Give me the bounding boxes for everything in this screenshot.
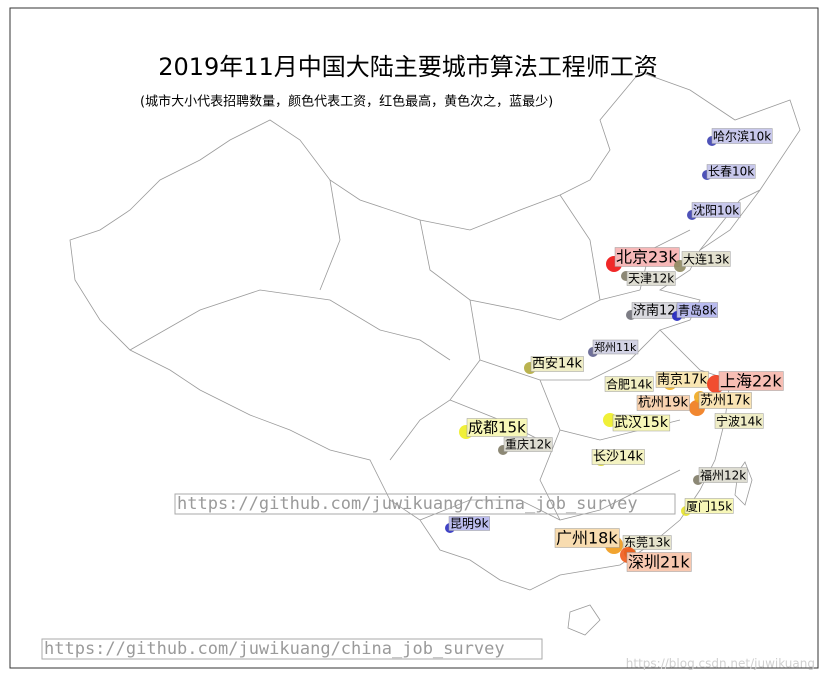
city-label-group: 西安14k bbox=[530, 356, 584, 372]
city-label: 大连13k bbox=[683, 252, 729, 267]
city-label: 天津12k bbox=[628, 272, 674, 286]
city-label-group: 厦门15k bbox=[684, 498, 734, 514]
city-label-group: 上海22k bbox=[718, 371, 784, 391]
city-label-bg bbox=[591, 449, 645, 465]
footer-link: https://github.com/juwikuang/china_job_s… bbox=[44, 639, 505, 659]
city-label: 哈尔滨10k bbox=[713, 129, 771, 144]
city-label-group: 长沙14k bbox=[591, 449, 645, 465]
city-label-group: 南京17k bbox=[655, 371, 709, 388]
city-label-group: 苏州17k bbox=[698, 392, 752, 409]
watermark: https://github.com/juwikuang/china_job_s… bbox=[177, 494, 638, 514]
city-label: 青岛8k bbox=[678, 303, 717, 318]
city-label-group: 哈尔滨10k bbox=[711, 128, 773, 144]
city-label-group: 成都15k bbox=[466, 418, 528, 437]
city-label-bg bbox=[614, 247, 680, 267]
city-label: 广州18k bbox=[556, 529, 618, 548]
city-label-group: 宁波14k bbox=[714, 413, 764, 429]
city-label-bg bbox=[554, 528, 620, 548]
city-label: 合肥14k bbox=[606, 377, 652, 392]
city-label-bg bbox=[612, 414, 671, 432]
city-label-group: 合肥14k bbox=[604, 376, 654, 392]
city-label-bg bbox=[636, 395, 690, 411]
city-label: 武汉15k bbox=[614, 415, 669, 431]
city-label-group: 昆明9k bbox=[448, 516, 490, 531]
city-label-bg bbox=[626, 552, 692, 572]
city-label-bg bbox=[684, 498, 734, 514]
city-label-bg bbox=[698, 467, 748, 483]
city-label: 宁波14k bbox=[716, 414, 762, 429]
city-label: 成都15k bbox=[468, 419, 526, 437]
country-outline bbox=[69, 71, 801, 636]
city-label-group: 天津12k bbox=[626, 271, 676, 286]
city-label: 长沙14k bbox=[593, 450, 644, 465]
city-label-bg bbox=[691, 202, 741, 218]
city-label-bg bbox=[626, 271, 676, 286]
city-label: 福州12k bbox=[700, 468, 746, 483]
city-label: 杭州19k bbox=[638, 396, 689, 411]
city-label: 苏州17k bbox=[700, 393, 751, 409]
footer-box bbox=[41, 638, 543, 660]
city-label-group: 大连13k bbox=[681, 251, 731, 267]
city-label: 郑州11k bbox=[594, 340, 637, 354]
city-layer: 哈尔滨10k 长春10k 沈阳10k 北京23k 大连13k 天津12k 济南12k青岛8k… bbox=[445, 128, 784, 572]
city-label-bg bbox=[448, 516, 490, 531]
city-label-group: 青岛8k bbox=[676, 302, 718, 318]
city-label-group: 长春10k bbox=[706, 164, 756, 179]
city-label-group: 深圳21k bbox=[626, 552, 692, 572]
watermark-box bbox=[174, 493, 676, 515]
city-label-bg bbox=[698, 392, 752, 409]
city-label: 上海22k bbox=[720, 372, 782, 391]
city-label: 沈阳10k bbox=[693, 203, 739, 218]
credit: https://blog.csdn.net/juwikuang bbox=[626, 657, 815, 671]
city-label-group: 东莞13k bbox=[622, 535, 672, 550]
city-label-group: 郑州11k bbox=[592, 339, 639, 355]
city-label-bg bbox=[503, 437, 553, 452]
city-label-group: 济南12k bbox=[631, 302, 685, 319]
city-label-bg bbox=[676, 302, 718, 318]
city-label-bg bbox=[530, 356, 584, 372]
city-label: 济南12k bbox=[633, 303, 684, 319]
city-label-group: 重庆12k bbox=[503, 437, 553, 452]
city-label-bg bbox=[604, 376, 654, 392]
city-label-group: 北京23k bbox=[614, 247, 680, 267]
city-label: 南京17k bbox=[657, 372, 708, 388]
city-label: 昆明9k bbox=[450, 517, 489, 531]
city-label-group: 福州12k bbox=[698, 467, 748, 483]
city-label-bg bbox=[622, 535, 672, 550]
title: 2019年11月中国大陆主要城市算法工程师工资 bbox=[158, 53, 658, 81]
city-label: 深圳21k bbox=[628, 553, 690, 572]
city-label-group: 武汉15k bbox=[612, 414, 671, 432]
city-label: 重庆12k bbox=[505, 438, 551, 452]
city-label-group: 沈阳10k bbox=[691, 202, 741, 218]
city-label-bg bbox=[711, 128, 773, 144]
city-label-bg bbox=[681, 251, 731, 267]
city-label: 西安14k bbox=[532, 357, 583, 372]
city-label-bg bbox=[714, 413, 764, 429]
city-label-bg bbox=[592, 339, 639, 355]
city-label-bg bbox=[718, 371, 784, 391]
city-label: 长春10k bbox=[708, 165, 754, 179]
city-label-group: 广州18k bbox=[554, 528, 620, 548]
city-label: 厦门15k bbox=[686, 499, 732, 514]
subtitle: (城市大小代表招聘数量，颜色代表工资，红色最高，黄色次之，蓝最少) bbox=[140, 94, 553, 110]
city-label-bg bbox=[466, 418, 528, 437]
city-label-group: 杭州19k bbox=[636, 395, 690, 411]
city-label: 东莞13k bbox=[624, 536, 670, 550]
city-label: 北京23k bbox=[616, 248, 678, 267]
city-label-bg bbox=[706, 164, 756, 179]
